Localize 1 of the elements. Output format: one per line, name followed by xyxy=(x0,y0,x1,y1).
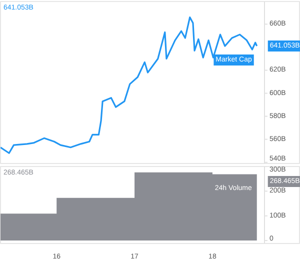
line-series xyxy=(0,16,258,154)
